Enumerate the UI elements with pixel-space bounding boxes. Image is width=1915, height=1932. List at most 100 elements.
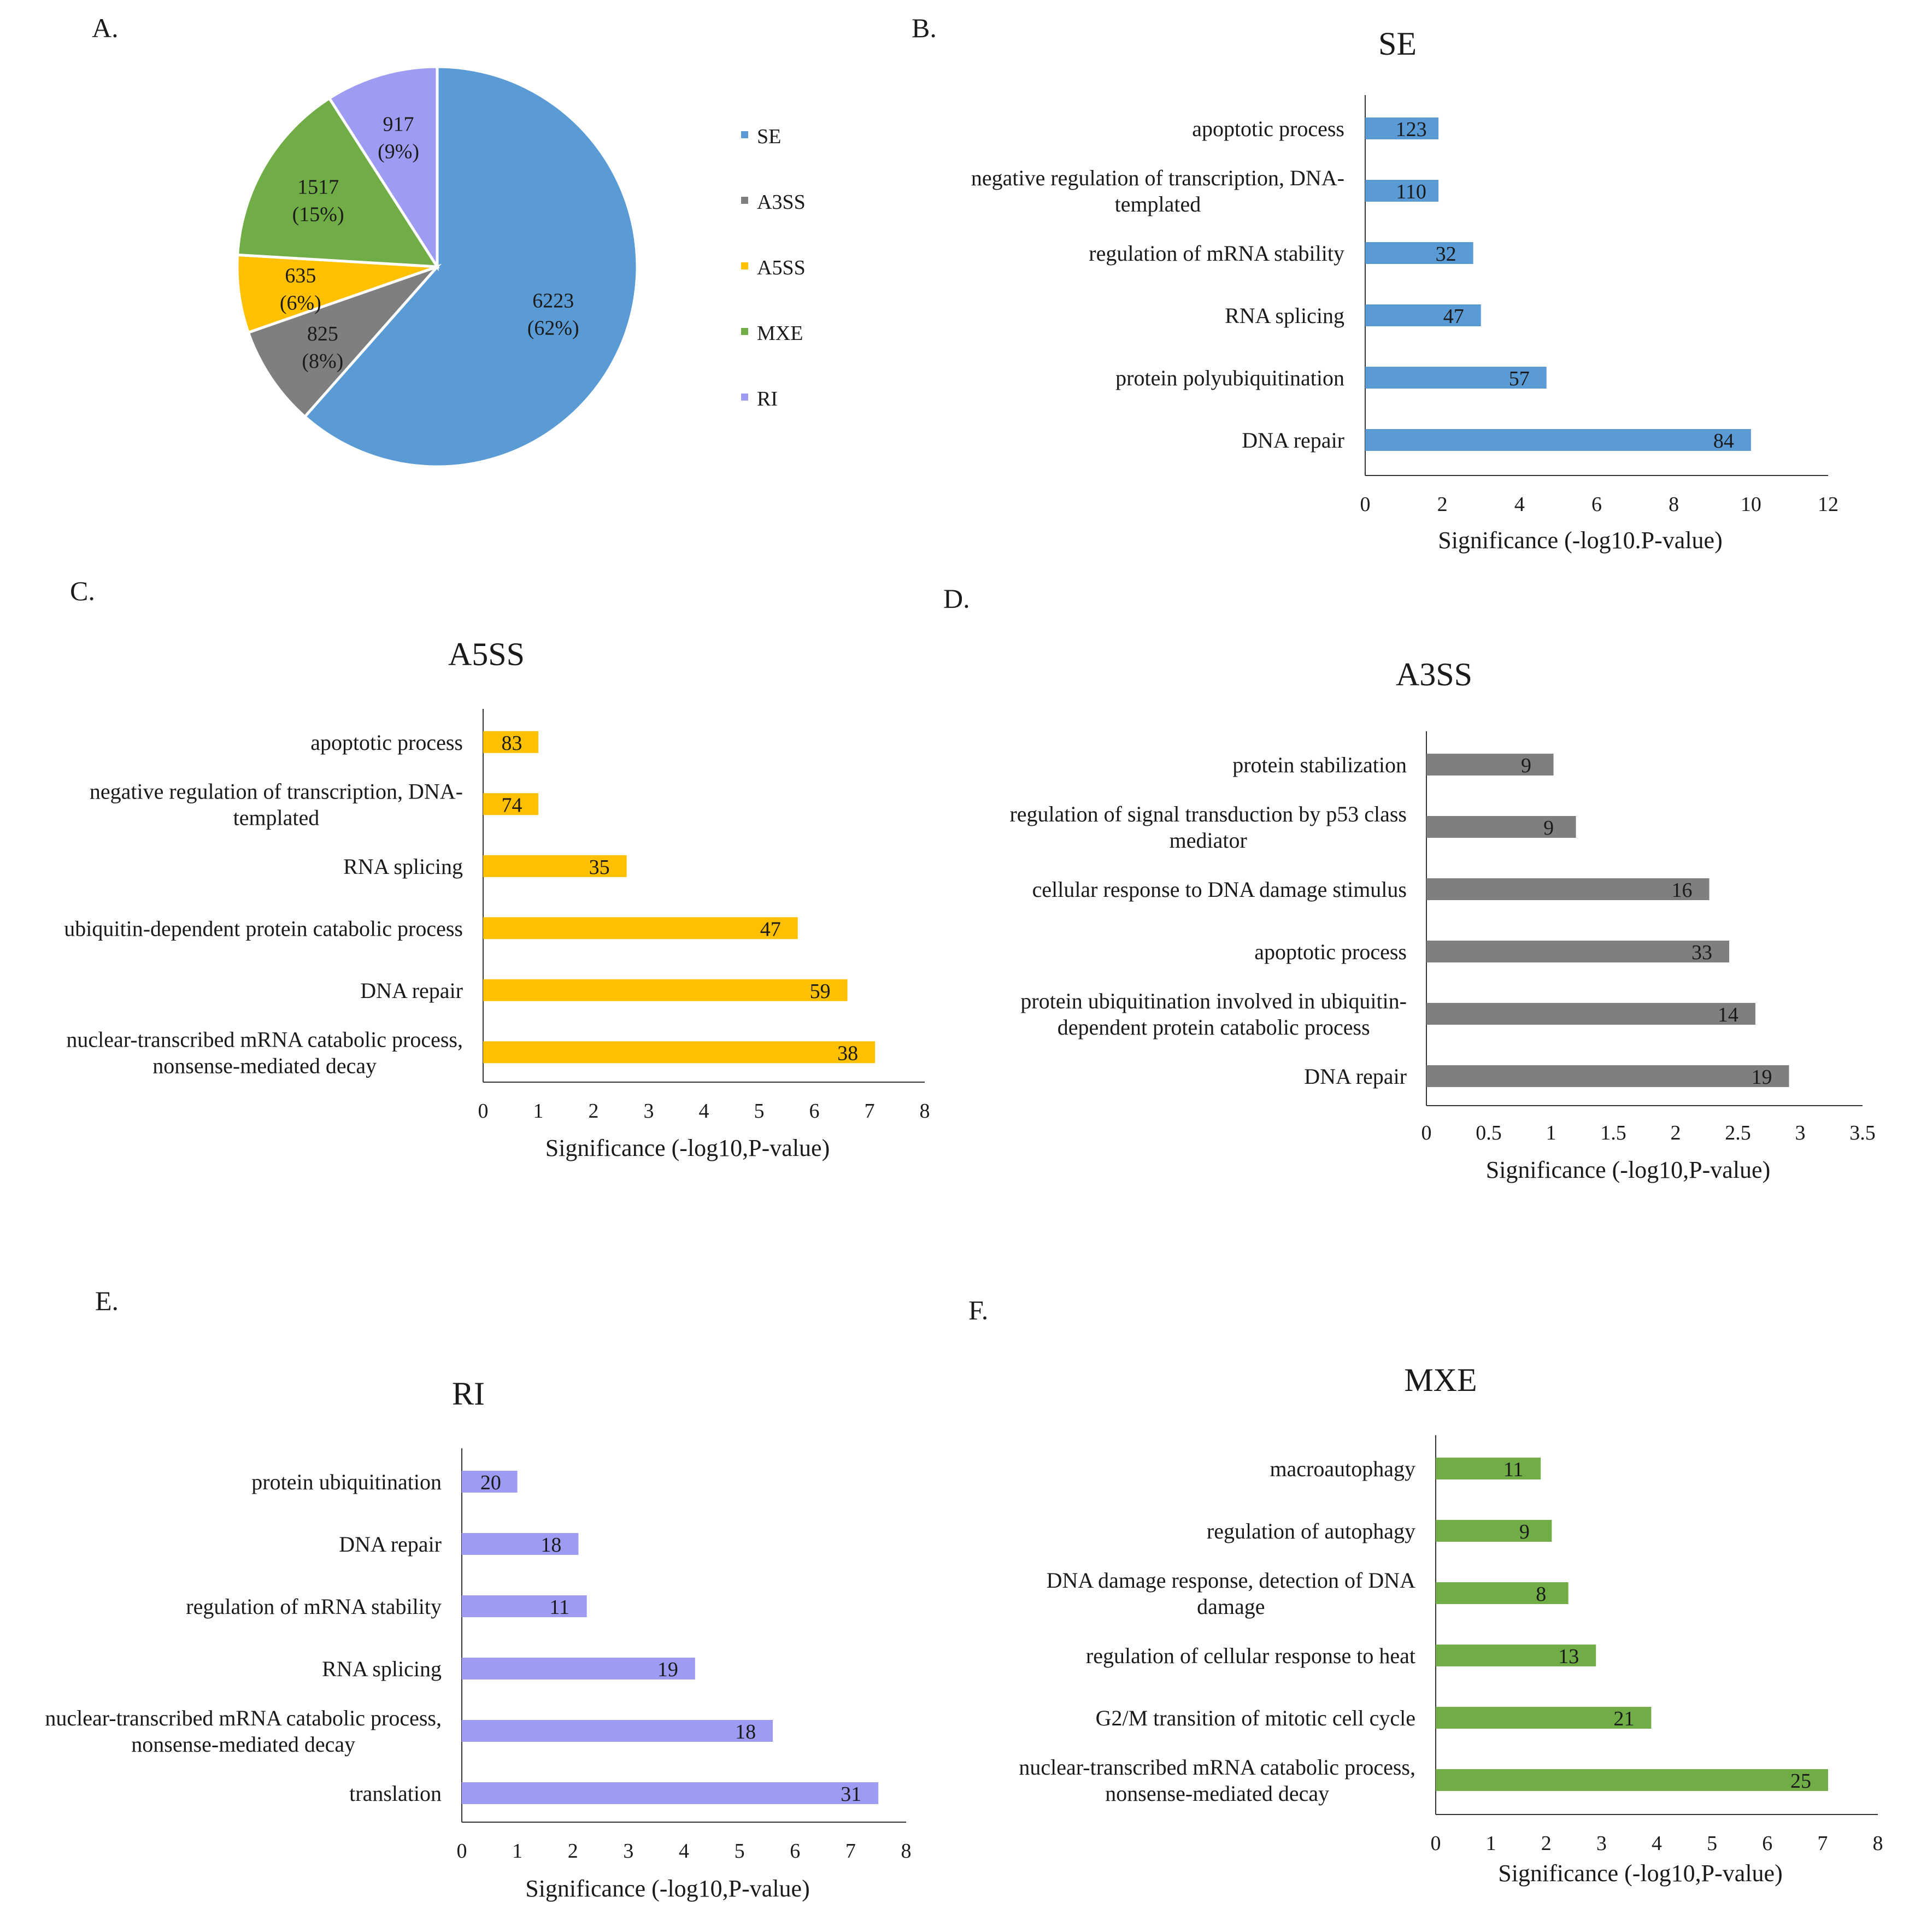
x-tick-label: 8 [1669, 493, 1679, 516]
bar-value-label: 74 [502, 794, 522, 817]
category-label: RNA splicing [1225, 303, 1344, 328]
bar-value-label: 33 [1691, 941, 1712, 964]
chart-title: SE [1378, 26, 1417, 62]
pie-slice-a3ss [246, 263, 442, 419]
category-label-line2: nonsense-mediated decay [131, 1732, 355, 1757]
category-label: protein ubiquitination [251, 1470, 442, 1494]
category-label: DNA repair [1304, 1064, 1407, 1089]
bar [1436, 1707, 1652, 1729]
category-label: nuclear-transcribed mRNA catabolic proce… [45, 1706, 442, 1730]
bar [1365, 118, 1439, 139]
category-label: negative regulation of transcription, DN… [90, 779, 463, 803]
bar-value-label: 9 [1543, 817, 1554, 839]
legend-label-se: SE [757, 125, 781, 148]
x-tick-label: 1 [533, 1100, 544, 1123]
bar-value-label: 38 [837, 1042, 858, 1065]
bar-value-label: 14 [1718, 1003, 1738, 1026]
x-tick-label: 8 [901, 1840, 912, 1863]
bar-value-label: 47 [1443, 305, 1464, 328]
bar [1426, 754, 1554, 776]
bar-value-label: 11 [1503, 1458, 1524, 1481]
x-tick-label: 4 [679, 1840, 689, 1863]
bar-value-label: 11 [549, 1596, 569, 1619]
bar [483, 917, 798, 939]
bar [1436, 1645, 1596, 1666]
panel-letter: D. [943, 583, 970, 614]
x-axis-title: Significance (-log10.P-value) [1438, 527, 1723, 554]
x-tick-label: 2 [568, 1840, 578, 1863]
x-tick-label: 7 [845, 1840, 856, 1863]
bar-value-label: 18 [735, 1720, 756, 1743]
bar-value-label: 84 [1713, 430, 1734, 453]
category-label: DNA repair [339, 1532, 442, 1557]
panel-b: B. SE 0 2 4 6 8 10 12 Significance (-log10.P-valu… [912, 13, 1838, 554]
category-label: DNA damage response, detection of DNA [1047, 1568, 1415, 1593]
bar-value-label: 110 [1396, 180, 1426, 203]
x-tick-label: 3 [1795, 1121, 1806, 1144]
x-tick-label: 8 [920, 1100, 930, 1123]
bar-value-label: 35 [589, 856, 610, 879]
bar-value-label: 9 [1521, 754, 1531, 777]
chart-title: MXE [1404, 1362, 1477, 1398]
pie-percent-label: (8%) [302, 350, 343, 373]
bar-value-label: 25 [1790, 1770, 1811, 1793]
x-axis-title: Significance (-log10,P-value) [525, 1875, 810, 1902]
x-tick-label: 5 [1707, 1832, 1717, 1855]
bar [462, 1782, 879, 1804]
x-tick-label: 2 [589, 1100, 599, 1123]
category-label: G2/M transition of mitotic cell cycle [1096, 1706, 1415, 1730]
category-label: cellular response to DNA damage stimulus [1032, 877, 1407, 902]
bar [1365, 429, 1751, 451]
x-tick-label: 1.5 [1600, 1121, 1626, 1144]
legend-label-ri: RI [757, 387, 778, 410]
bar-value-label: 19 [1751, 1066, 1772, 1089]
category-label-line2: mediator [1170, 828, 1247, 853]
bar [483, 1041, 876, 1064]
x-tick-label: 3.5 [1849, 1121, 1876, 1144]
bar-value-label: 21 [1613, 1707, 1634, 1730]
bar-value-label: 47 [760, 918, 781, 941]
category-label: DNA repair [1242, 428, 1344, 453]
pie-percent-label: (15%) [292, 203, 344, 226]
x-tick-label: 0 [1421, 1121, 1432, 1144]
pie-value-label: 635 [285, 265, 316, 287]
legend-label-a3ss: A3SS [757, 191, 806, 214]
pie-slice-a5ss [236, 253, 438, 334]
bar [462, 1533, 579, 1555]
x-tick-label: 5 [735, 1840, 745, 1863]
category-label: regulation of signal transduction by p53… [1009, 802, 1407, 826]
category-label: regulation of mRNA stability [186, 1594, 442, 1619]
x-tick-label: 0.5 [1476, 1121, 1502, 1144]
panel-letter: E. [95, 1285, 119, 1316]
panel-f: F. MXE 0 1 2 3 4 5 6 7 8 Significance (-log10,P-val… [968, 1295, 1883, 1887]
x-tick-label: 10 [1741, 493, 1761, 516]
x-tick-label: 2 [1671, 1121, 1681, 1144]
pie-value-label: 1517 [297, 175, 339, 198]
bar [1436, 1458, 1541, 1479]
category-label: apoptotic process [1254, 939, 1407, 964]
pie-value-label: 825 [307, 322, 338, 345]
x-tick-label: 0 [1431, 1832, 1441, 1855]
bar [462, 1720, 773, 1742]
panel-a-letter: A. [92, 13, 119, 43]
pie-percent-label: (9%) [378, 140, 419, 163]
x-tick-label: 3 [623, 1840, 633, 1863]
x-tick-label: 2.5 [1725, 1121, 1751, 1144]
category-label: protein ubiquitination involved in ubiqu… [1020, 989, 1407, 1013]
category-label: translation [349, 1781, 442, 1806]
bar-value-label: 16 [1672, 879, 1693, 902]
bar [1436, 1769, 1828, 1791]
bar-value-label: 31 [841, 1783, 861, 1806]
bar [1365, 304, 1481, 326]
category-label: regulation of autophagy [1207, 1519, 1415, 1543]
bar [483, 855, 627, 877]
bar [1426, 1065, 1789, 1087]
bar-value-label: 59 [810, 980, 831, 1003]
x-tick-label: 3 [1596, 1832, 1607, 1855]
pie-value-label: 917 [383, 113, 414, 136]
category-label: protein stabilization [1232, 753, 1407, 777]
bar-value-label: 18 [541, 1534, 561, 1557]
legend-swatch-a3ss [741, 197, 748, 204]
x-tick-label: 1 [512, 1840, 522, 1863]
category-label: negative regulation of transcription, DN… [971, 166, 1344, 190]
